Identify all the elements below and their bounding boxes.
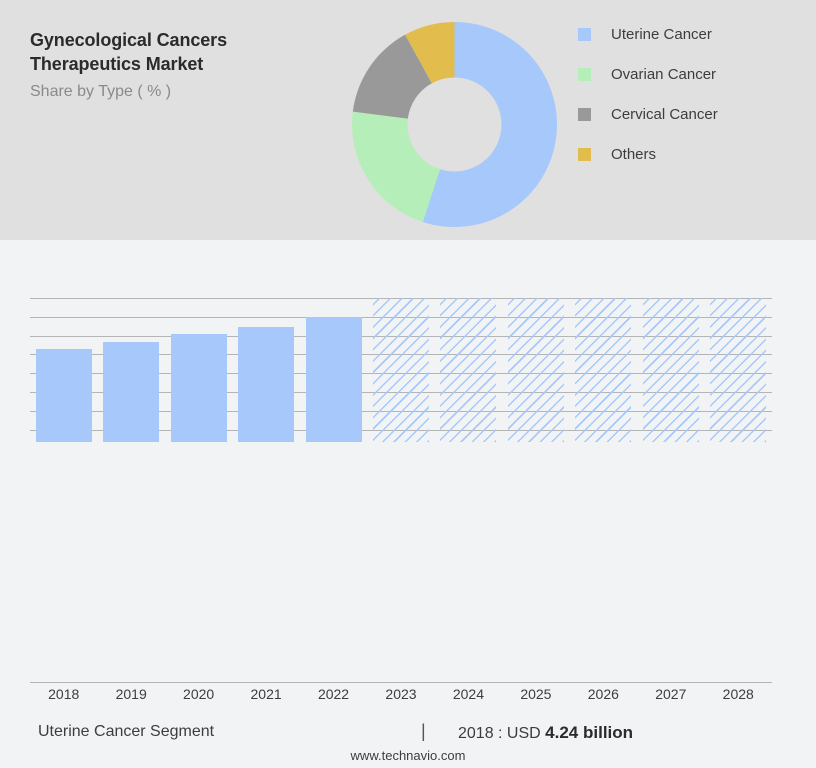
- bar-cell: [97, 298, 164, 442]
- bar-cell: [30, 298, 97, 442]
- x-axis-tick-label: 2019: [115, 686, 147, 702]
- bar-cell: [232, 298, 299, 442]
- legend-item-label: Cervical Cancer: [611, 105, 718, 123]
- bar[interactable]: [170, 334, 227, 442]
- x-axis-tick-label: 2028: [722, 686, 754, 702]
- legend-swatch-icon: [578, 67, 591, 81]
- x-axis-tick-label: 2022: [317, 686, 350, 702]
- x-axis-tick-label: 2023: [385, 686, 417, 702]
- footer-value-block: 2018 : USD 4.24 billion: [458, 723, 633, 743]
- forecast-bar[interactable]: [575, 298, 632, 442]
- forecast-bar[interactable]: [372, 298, 429, 442]
- footer-segment-label: Uterine Cancer Segment: [38, 723, 215, 740]
- legend-swatch-icon: [578, 107, 591, 121]
- footer-value: 4.24 billion: [545, 723, 634, 742]
- legend-item-cervical-cancer[interactable]: Cervical Cancer: [578, 94, 808, 134]
- donut-panel: Gynecological Cancers Therapeutics Marke…: [0, 0, 816, 240]
- footer-url: www.technavio.com: [350, 748, 466, 763]
- bar-cell: [637, 298, 704, 442]
- x-axis-labels: 2018 2019 2020 2021 2022 2023 2024 2025 2026 2027…: [30, 686, 772, 702]
- bar-cell: [165, 298, 232, 442]
- legend: Uterine Cancer Ovarian Cancer Cervical C…: [578, 14, 808, 174]
- donut-chart-svg: [352, 22, 557, 227]
- forecast-bar[interactable]: [710, 298, 767, 442]
- x-axis-tick-label: 2026: [587, 686, 619, 702]
- legend-item-label: Uterine Cancer: [611, 25, 712, 43]
- legend-item-ovarian-cancer[interactable]: Ovarian Cancer: [578, 54, 808, 94]
- page-title-line1: Gynecological Cancers: [30, 30, 227, 50]
- legend-swatch-icon: [578, 147, 591, 161]
- legend-item-label: Others: [611, 145, 657, 163]
- bar-chart-panel: 2018 2019 2020 2021 2022 2023 2024 2025 2026 2027…: [0, 240, 816, 763]
- bar-cell: [705, 298, 772, 442]
- legend-item-label: Ovarian Cancer: [611, 65, 717, 83]
- bar[interactable]: [103, 342, 160, 442]
- bar-series: [30, 298, 772, 442]
- bar[interactable]: [35, 349, 92, 442]
- bar-chart-plot-area: [30, 298, 772, 442]
- donut-hole: [407, 77, 502, 172]
- x-axis-tick-label: 2018: [48, 686, 80, 702]
- x-axis-tick-label: 2020: [183, 686, 215, 702]
- footer-divider: |: [421, 721, 426, 741]
- footer-value-prefix: 2018 : USD: [458, 725, 541, 742]
- x-axis-tick-label: 2024: [452, 686, 485, 702]
- legend-item-uterine-cancer[interactable]: Uterine Cancer: [578, 14, 808, 54]
- forecast-bar[interactable]: [507, 298, 564, 442]
- forecast-bar[interactable]: [642, 298, 699, 442]
- bar-cell: [435, 298, 502, 442]
- title-block: Gynecological Cancers Therapeutics Marke…: [30, 28, 320, 104]
- donut-chart: [352, 22, 557, 227]
- page-subtitle: Share by Type ( % ): [30, 83, 172, 100]
- bar-cell: [300, 298, 367, 442]
- legend-item-others[interactable]: Others: [578, 134, 808, 174]
- x-axis-tick-label: 2025: [520, 686, 552, 702]
- footer: Uterine Cancer Segment | 2018 : USD 4.24…: [0, 718, 816, 768]
- x-axis-tick-label: 2021: [250, 686, 282, 702]
- bar-cell: [570, 298, 637, 442]
- legend-swatch-icon: [578, 27, 591, 41]
- bar[interactable]: [305, 317, 362, 442]
- x-axis-tick-label: 2027: [655, 686, 687, 702]
- bar[interactable]: [238, 327, 295, 442]
- forecast-bar[interactable]: [440, 298, 497, 442]
- bar-cell: [502, 298, 569, 442]
- x-axis-line: [30, 682, 772, 683]
- bar-cell: [367, 298, 434, 442]
- page-title-line2: Therapeutics Market: [30, 54, 204, 74]
